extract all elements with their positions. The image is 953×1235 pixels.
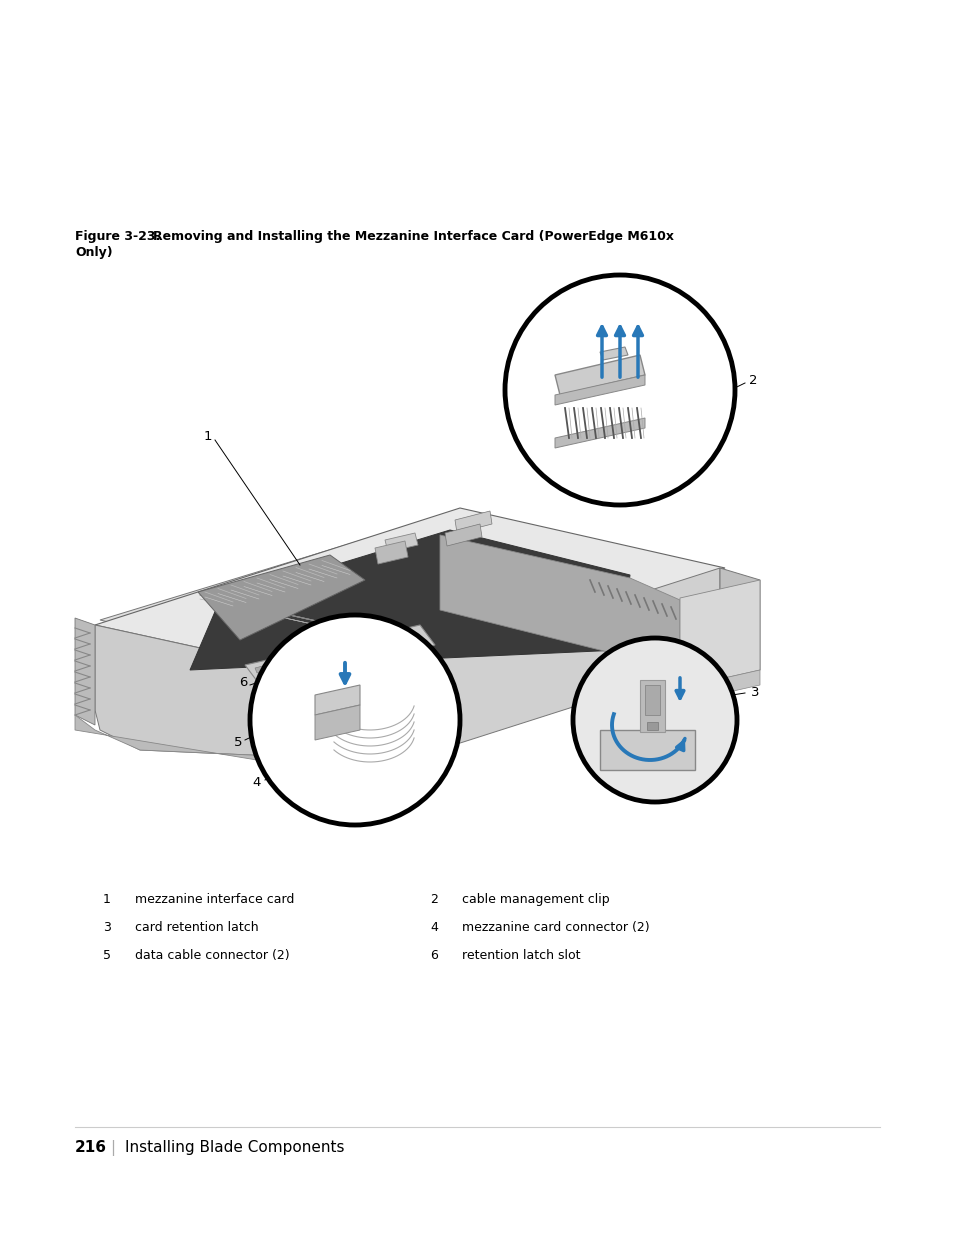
Text: 216: 216 [75,1140,107,1155]
Text: Figure 3-23.: Figure 3-23. [75,230,160,243]
Polygon shape [646,722,658,730]
Text: cable management clip: cable management clip [461,893,609,906]
Polygon shape [359,568,720,776]
Polygon shape [95,508,724,683]
Polygon shape [439,535,679,655]
Polygon shape [314,705,359,740]
Polygon shape [75,618,95,725]
Text: mezzanine interface card: mezzanine interface card [135,893,294,906]
Text: Installing Blade Components: Installing Blade Components [125,1140,344,1155]
Circle shape [504,275,734,505]
Polygon shape [455,511,492,534]
Polygon shape [75,715,359,777]
Polygon shape [198,555,365,640]
Text: 3: 3 [103,921,111,934]
Text: Only): Only) [75,246,112,259]
Polygon shape [720,568,760,671]
Polygon shape [385,534,417,552]
Polygon shape [254,634,392,673]
Text: 1: 1 [204,431,212,443]
Polygon shape [190,530,629,671]
Polygon shape [599,730,695,769]
Text: data cable connector (2): data cable connector (2) [135,948,290,962]
Polygon shape [599,347,627,359]
Text: 2: 2 [430,893,437,906]
Circle shape [250,615,459,825]
Text: 4: 4 [430,921,437,934]
Polygon shape [555,354,644,395]
Polygon shape [644,685,659,715]
Text: 5: 5 [103,948,111,962]
Polygon shape [245,625,435,685]
Text: 1: 1 [103,893,111,906]
Text: card retention latch: card retention latch [135,921,258,934]
Polygon shape [314,685,359,715]
Text: 5: 5 [233,736,242,748]
Polygon shape [95,625,359,760]
Text: |: | [110,1140,115,1156]
Polygon shape [555,417,644,448]
Text: Removing and Installing the Mezzanine Interface Card (PowerEdge M610x: Removing and Installing the Mezzanine In… [152,230,673,243]
Text: mezzanine card connector (2): mezzanine card connector (2) [461,921,649,934]
Text: 3: 3 [750,687,759,699]
Text: 6: 6 [238,677,247,689]
Circle shape [573,638,737,802]
Polygon shape [555,375,644,405]
Polygon shape [100,510,720,680]
Polygon shape [375,541,408,564]
Text: 4: 4 [253,776,261,788]
Polygon shape [679,671,760,703]
Polygon shape [444,524,481,546]
Text: 6: 6 [430,948,437,962]
Polygon shape [639,680,664,732]
Polygon shape [679,580,760,688]
Text: 2: 2 [748,374,757,388]
Text: retention latch slot: retention latch slot [461,948,579,962]
